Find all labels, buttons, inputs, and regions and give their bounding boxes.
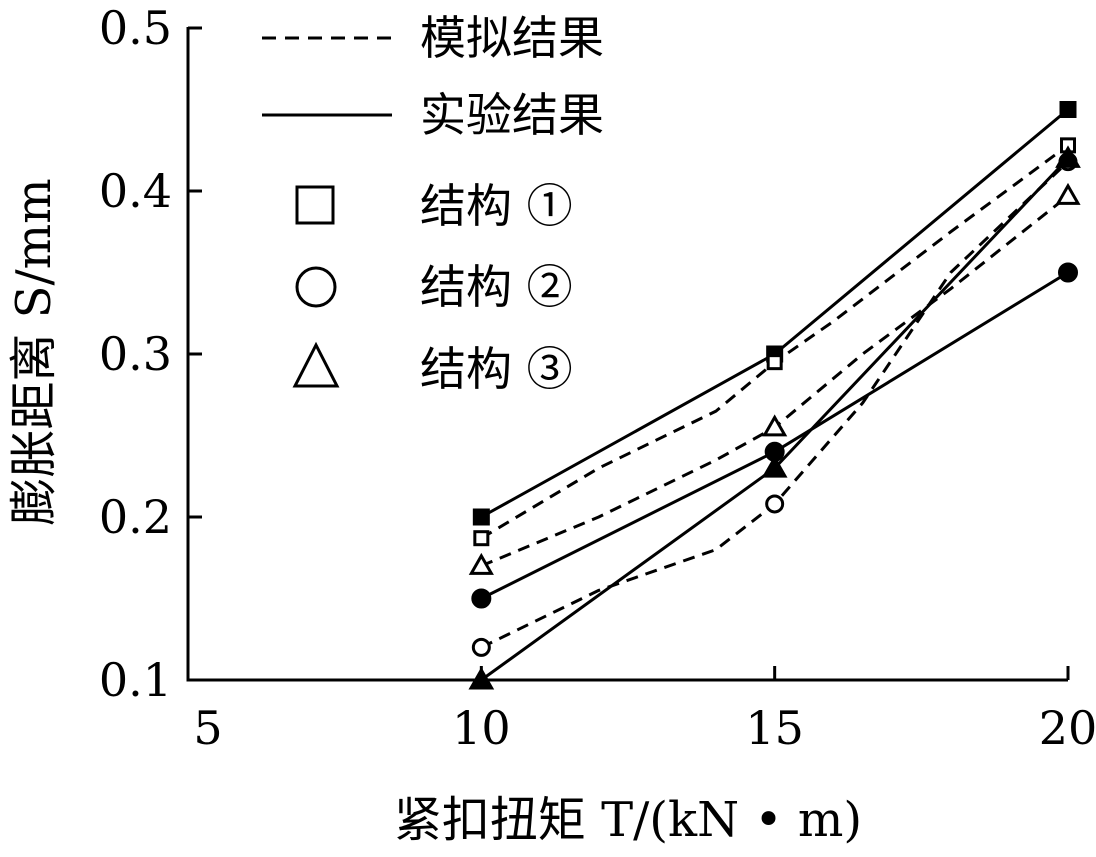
filled-circle-marker bbox=[471, 588, 492, 609]
legend-label-structure-2: 结构 ② bbox=[420, 260, 573, 314]
x-axis-title: 紧扣扭矩 T/(kN • m) bbox=[394, 792, 862, 848]
filled-triangle-marker bbox=[1055, 145, 1081, 168]
open-triangle-marker bbox=[1055, 182, 1081, 205]
plot-markers bbox=[468, 101, 1081, 690]
legend-label-experimental: 实验结果 bbox=[420, 88, 604, 142]
open-square-marker bbox=[766, 354, 783, 371]
x-tick-label: 15 bbox=[745, 701, 804, 755]
legend: 模拟结果 实验结果 结构 ① 结构 ② 结构 ③ bbox=[262, 11, 604, 396]
legend-circle-icon bbox=[295, 266, 337, 308]
open-circle-marker bbox=[471, 637, 491, 657]
filled-triangle-marker bbox=[761, 455, 788, 478]
filled-circle-marker bbox=[1058, 262, 1078, 283]
open-triangle-marker bbox=[468, 552, 494, 575]
legend-label-structure-3: 结构 ③ bbox=[420, 342, 573, 396]
y-axis-title: 膨胀距离 S/mm bbox=[6, 178, 62, 525]
y-tick-label: 0.2 bbox=[99, 490, 172, 544]
open-circle-marker bbox=[765, 494, 785, 514]
legend-triangle-icon bbox=[292, 341, 340, 388]
x-tick-label: 20 bbox=[1039, 701, 1096, 755]
legend-label-structure-1: 结构 ① bbox=[420, 179, 573, 233]
y-tick-label: 0.4 bbox=[99, 164, 172, 218]
legend-label-simulated: 模拟结果 bbox=[420, 11, 604, 65]
x-tick-label: 10 bbox=[452, 701, 511, 755]
y-tick-label: 0.1 bbox=[99, 653, 172, 707]
series-line-simulated-structure-2 bbox=[480, 160, 1070, 649]
legend-square-icon bbox=[295, 185, 335, 225]
y-tick-label: 0.5 bbox=[99, 1, 172, 55]
filled-square-marker bbox=[472, 508, 490, 526]
open-triangle-marker bbox=[762, 414, 788, 437]
y-tick-label: 0.3 bbox=[99, 327, 172, 381]
ticks: 5 10 15 20 0.1 0.2 0.3 0.4 0.5 bbox=[99, 1, 1096, 755]
x-tick-label: 5 bbox=[193, 701, 222, 755]
filled-square-marker bbox=[1059, 101, 1077, 118]
open-square-marker bbox=[473, 530, 490, 547]
